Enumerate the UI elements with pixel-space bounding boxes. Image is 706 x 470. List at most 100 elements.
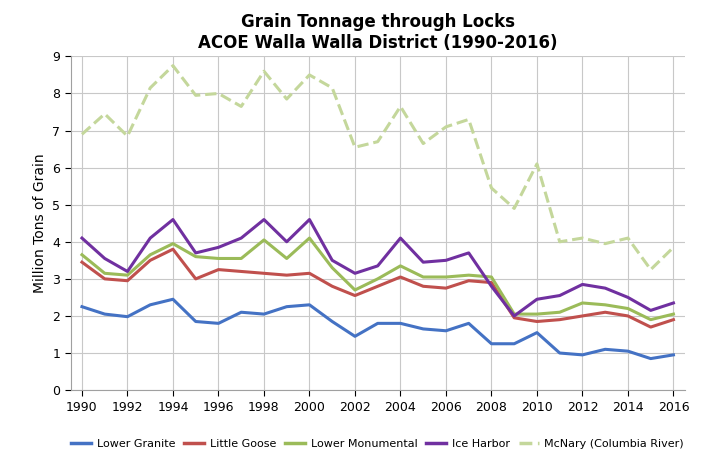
Ice Harbor [510,313,518,319]
McNary (Columbia River) [146,85,155,91]
McNary (Columbia River) [419,141,427,146]
McNary (Columbia River) [669,244,678,250]
Little Goose [351,293,359,298]
Ice Harbor [124,269,132,274]
Little Goose [601,309,609,315]
Ice Harbor [442,258,450,263]
McNary (Columbia River) [373,139,382,144]
Little Goose [487,280,496,285]
Little Goose [556,317,564,322]
Little Goose [647,324,655,330]
Little Goose [465,278,473,283]
Lower Monumental [282,256,291,261]
Little Goose [396,274,405,280]
Lower Monumental [78,252,86,258]
Lower Monumental [100,271,109,276]
McNary (Columbia River) [465,117,473,122]
McNary (Columbia River) [282,96,291,102]
Ice Harbor [373,263,382,269]
Lower Granite [351,334,359,339]
McNary (Columbia River) [351,144,359,150]
Little Goose [237,269,246,274]
Line: Little Goose: Little Goose [82,249,674,327]
Ice Harbor [191,250,200,256]
Lower Granite [78,304,86,309]
Lower Granite [146,302,155,308]
Lower Granite [669,352,678,358]
McNary (Columbia River) [237,103,246,109]
Little Goose [305,271,313,276]
Little Goose [328,283,337,289]
Lower Granite [169,297,177,302]
Lower Granite [214,321,222,326]
Ice Harbor [328,258,337,263]
McNary (Columbia River) [623,235,632,241]
Ice Harbor [533,297,542,302]
Lower Monumental [487,274,496,280]
Lower Monumental [556,309,564,315]
Lower Monumental [169,241,177,246]
McNary (Columbia River) [78,132,86,137]
McNary (Columbia River) [305,72,313,78]
Lower Monumental [351,287,359,293]
Lower Granite [556,350,564,356]
McNary (Columbia River) [328,85,337,91]
Little Goose [623,313,632,319]
Little Goose [78,259,86,265]
Lower Granite [487,341,496,346]
Lower Granite [373,321,382,326]
Ice Harbor [669,300,678,306]
Little Goose [510,315,518,321]
Little Goose [169,246,177,252]
Lower Granite [124,314,132,320]
Line: Lower Granite: Lower Granite [82,299,674,359]
Lower Granite [623,348,632,354]
Lower Granite [396,321,405,326]
Little Goose [669,317,678,322]
Little Goose [373,283,382,289]
Lower Monumental [396,263,405,269]
Lower Monumental [305,235,313,241]
Lower Monumental [191,254,200,259]
McNary (Columbia River) [556,239,564,244]
Lower Monumental [214,256,222,261]
Lower Granite [282,304,291,309]
Lower Granite [510,341,518,346]
Ice Harbor [419,259,427,265]
Little Goose [419,283,427,289]
Lower Monumental [146,252,155,258]
McNary (Columbia River) [100,111,109,117]
Ice Harbor [282,239,291,244]
Lower Monumental [647,317,655,322]
Lower Monumental [442,274,450,280]
Line: Lower Monumental: Lower Monumental [82,238,674,320]
Ice Harbor [260,217,268,222]
Lower Granite [237,309,246,315]
Ice Harbor [487,283,496,289]
Lower Granite [260,311,268,317]
Lower Granite [191,319,200,324]
Lower Monumental [237,256,246,261]
Ice Harbor [578,282,587,287]
Little Goose [124,278,132,283]
Ice Harbor [237,235,246,241]
McNary (Columbia River) [533,161,542,167]
McNary (Columbia River) [124,133,132,139]
Ice Harbor [396,235,405,241]
Lower Monumental [328,265,337,271]
Lower Granite [100,311,109,317]
Lower Granite [578,352,587,358]
Ice Harbor [647,307,655,313]
McNary (Columbia River) [442,124,450,130]
Little Goose [260,271,268,276]
Little Goose [146,258,155,263]
Lower Monumental [510,311,518,317]
Little Goose [282,272,291,278]
McNary (Columbia River) [396,103,405,109]
Lower Granite [601,346,609,352]
Ice Harbor [305,217,313,222]
Little Goose [533,319,542,324]
Lower Granite [533,330,542,336]
McNary (Columbia River) [191,93,200,98]
Lower Granite [419,326,427,332]
